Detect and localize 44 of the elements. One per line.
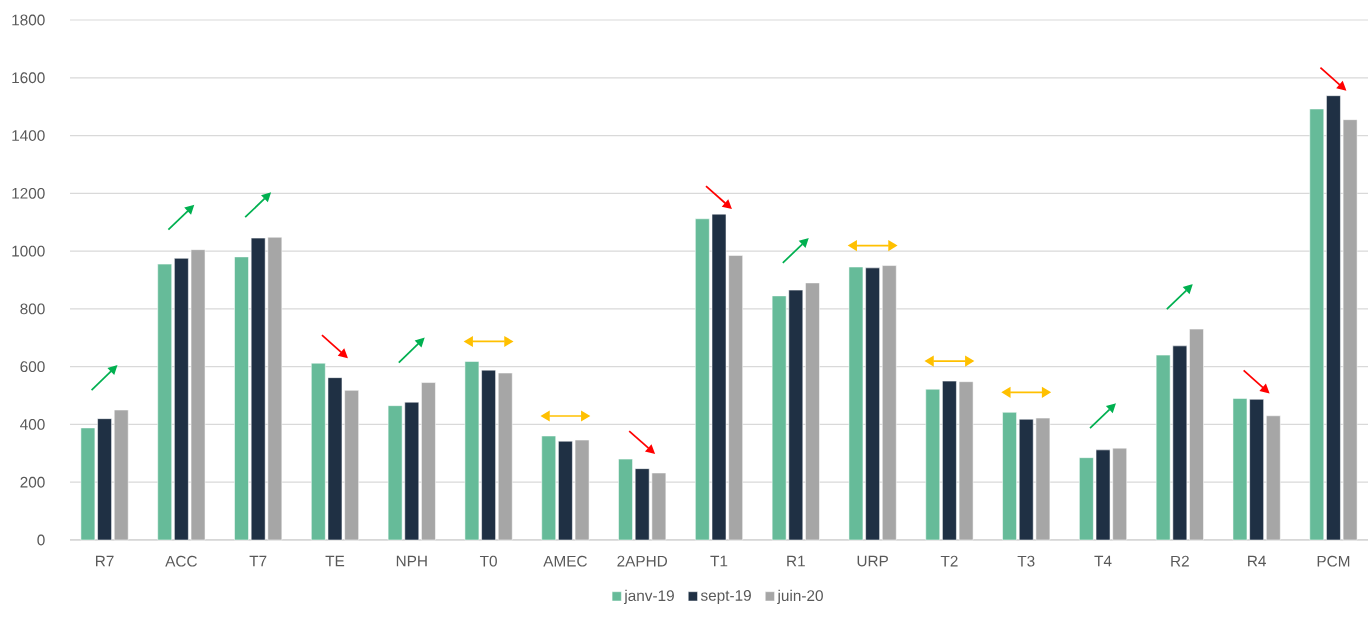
- bar: [497, 372, 513, 541]
- y-tick-label: 1000: [12, 245, 45, 257]
- y-tick-label: 200: [20, 476, 45, 488]
- bar: [1189, 328, 1204, 541]
- x-tick-label: ACC: [165, 555, 197, 567]
- x-tick-label: AMEC: [543, 555, 587, 567]
- bar: [1266, 415, 1281, 541]
- y-tick-label: 1600: [12, 72, 45, 84]
- bar: [1309, 108, 1325, 541]
- bar: [157, 263, 172, 541]
- x-tick-label: 2APHD: [617, 555, 668, 567]
- bar: [618, 458, 633, 541]
- x-tick-label: T0: [479, 555, 497, 567]
- x-tick-label: R4: [1248, 555, 1266, 567]
- x-tick-label: URP: [857, 555, 888, 567]
- x-tick-label: T2: [940, 555, 958, 567]
- y-tick-label: 1400: [12, 130, 45, 141]
- x-tick-label: R1: [787, 555, 805, 567]
- x-tick-label: T3: [1017, 555, 1035, 567]
- bar: [541, 435, 556, 541]
- bar: [421, 382, 436, 541]
- x-tick-label: R2: [1171, 555, 1189, 567]
- x-tick-label: T4: [1094, 555, 1112, 567]
- y-tick-label: 0: [37, 534, 45, 546]
- legend-label: juin-20: [777, 589, 823, 605]
- x-tick-label: NPH: [396, 555, 427, 567]
- y-tick-label: 400: [20, 419, 45, 430]
- legend-label: janv-19: [623, 589, 674, 605]
- bar: [234, 256, 249, 541]
- bar: [882, 265, 897, 541]
- y-tick-label: 1800: [12, 14, 45, 26]
- bar: [805, 282, 820, 541]
- y-tick-label: 600: [20, 361, 45, 373]
- bar: [113, 409, 129, 541]
- bar: [1002, 412, 1017, 541]
- legend-label: sept-19: [700, 590, 751, 604]
- x-tick-label: T1: [710, 555, 728, 567]
- bar: [925, 388, 941, 541]
- x-tick-label: R7: [96, 555, 114, 567]
- x-tick-label: PCM: [1317, 555, 1350, 567]
- y-tick-label: 1200: [12, 187, 45, 199]
- x-tick-label: T7: [249, 555, 267, 567]
- x-tick-label: TE: [325, 555, 345, 567]
- y-tick-label: 800: [20, 303, 45, 315]
